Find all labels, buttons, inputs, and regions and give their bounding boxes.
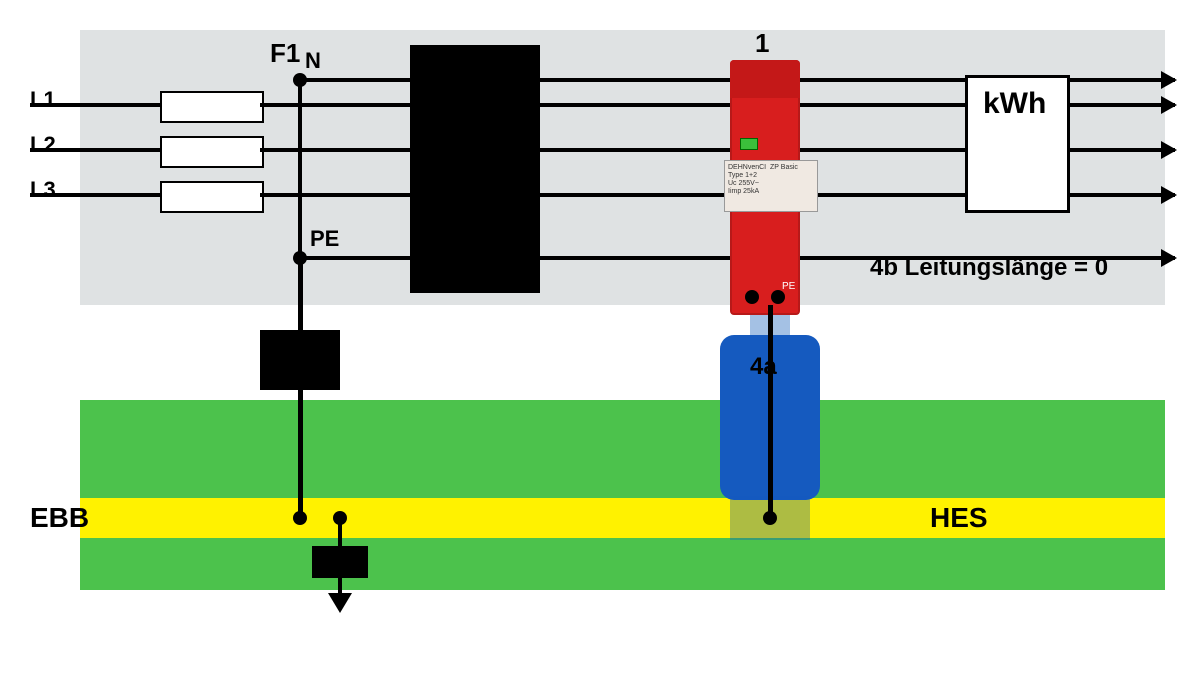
- label-1: 1: [755, 28, 769, 59]
- black-block: [410, 45, 540, 293]
- label-kwh: kWh: [983, 87, 1046, 121]
- decoration: PE: [782, 281, 795, 292]
- label-4a: 4a: [750, 353, 777, 381]
- ground-band: [80, 400, 1165, 590]
- ground-symbol: [328, 593, 352, 613]
- decoration: [293, 73, 307, 87]
- wire-spd-to-hes: [768, 305, 773, 518]
- label-L2: L2: [30, 132, 56, 158]
- label-L3: L3: [30, 177, 56, 203]
- decoration: [312, 546, 368, 578]
- label-4b: 4b Leitungslänge = 0: [870, 254, 1108, 282]
- decoration: [730, 60, 800, 98]
- ebb-block: [260, 330, 340, 390]
- label-EBB: EBB: [30, 502, 89, 534]
- wire-L1-in: [30, 103, 160, 107]
- label-HES: HES: [930, 502, 988, 534]
- label-PE: PE: [310, 226, 339, 252]
- label-N: N: [305, 48, 321, 74]
- fuse-L2: [160, 136, 264, 168]
- decoration: [763, 511, 777, 525]
- decoration: [771, 290, 785, 304]
- wire-L2-in: [30, 148, 160, 152]
- label-F1: F1: [270, 38, 300, 69]
- wire-L3-in: [30, 193, 160, 197]
- decoration: [293, 511, 307, 525]
- wire-pen-split: [298, 80, 302, 258]
- decoration: [745, 290, 759, 304]
- fuse-L3: [160, 181, 264, 213]
- spd-indicator: [740, 138, 758, 150]
- fuse-L1: [160, 91, 264, 123]
- hes-bar: [80, 498, 1165, 538]
- spd-rating-plate: DEHNvenCI ZP BasicType 1+2Uc 255V~Iimp 2…: [724, 160, 818, 212]
- label-L1: L1: [30, 87, 56, 113]
